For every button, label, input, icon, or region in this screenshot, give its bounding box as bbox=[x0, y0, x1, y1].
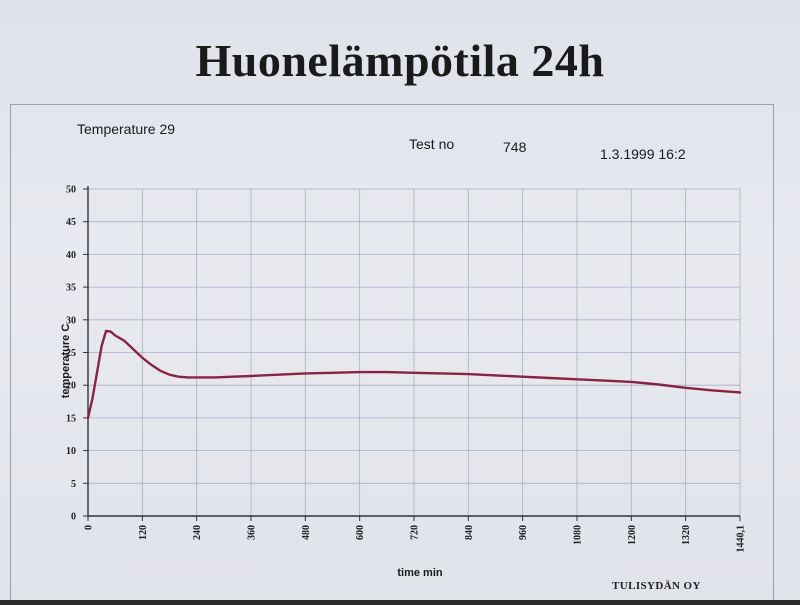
test-number: 748 bbox=[503, 139, 527, 155]
y-tick-label: 45 bbox=[66, 217, 76, 228]
x-tick-label: 1080 bbox=[572, 525, 583, 545]
x-tick-label: 120 bbox=[138, 525, 149, 540]
x-tick-label: 1320 bbox=[681, 525, 692, 545]
y-tick-label: 25 bbox=[66, 348, 76, 359]
grid-layer bbox=[88, 188, 741, 516]
x-tick-label: 1200 bbox=[627, 525, 638, 545]
y-tick-label: 15 bbox=[66, 413, 76, 424]
y-tick-label: 35 bbox=[66, 283, 76, 294]
page-title: Huonelämpötila 24h bbox=[195, 35, 605, 86]
chart-frame bbox=[10, 104, 774, 600]
test-datetime: 1.3.1999 16:2 bbox=[600, 146, 686, 162]
x-tick-label: 840 bbox=[464, 525, 475, 540]
x-tick-label: 360 bbox=[246, 525, 257, 540]
test-label: Test no bbox=[409, 136, 455, 152]
x-tick-label: 0 bbox=[84, 525, 95, 530]
x-tick-label: 600 bbox=[355, 525, 366, 540]
x-tick-label: 960 bbox=[518, 525, 529, 540]
y-tick-label: 40 bbox=[66, 250, 76, 261]
series-layer bbox=[86, 329, 742, 420]
x-tick-label: 1440,1 bbox=[736, 525, 747, 553]
x-tick-label: 240 bbox=[192, 525, 203, 540]
y-tick-label: 5 bbox=[71, 479, 76, 490]
x-tick-label: 720 bbox=[409, 525, 420, 540]
x-tick-label: 480 bbox=[301, 525, 312, 540]
y-tick-label: 20 bbox=[66, 381, 76, 392]
y-tick-label: 10 bbox=[66, 446, 76, 457]
y-tick-label: 0 bbox=[71, 512, 76, 523]
y-tick-label: 30 bbox=[66, 315, 76, 326]
tick-labels: 0 5 10 15 20 25 30 35 40 45 50 0 120 240 360 480 600 720 8… bbox=[66, 185, 747, 553]
y-tick-label: 50 bbox=[66, 185, 76, 196]
temperature-header: Temperature 29 bbox=[77, 121, 176, 137]
temperature-series-line bbox=[86, 329, 742, 420]
x-axis-label: time min bbox=[397, 567, 443, 579]
axis-layer bbox=[83, 186, 741, 521]
company-name: TULISYDÄN OY bbox=[612, 580, 701, 592]
